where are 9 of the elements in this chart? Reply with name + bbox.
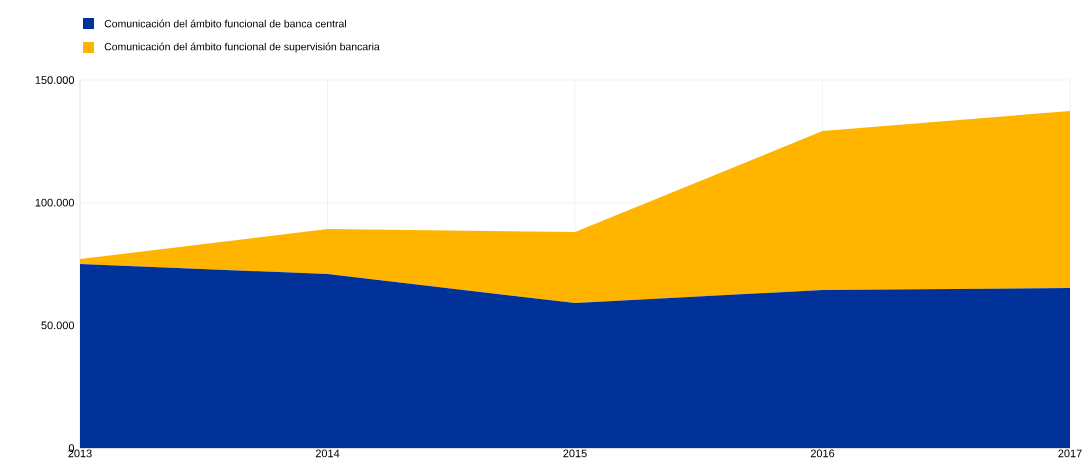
y-tick-label: 150.000 [35, 76, 75, 84]
legend-label: Comunicación del ámbito funcional de banca central [104, 19, 346, 28]
x-tick-label: 2016 [810, 449, 835, 458]
legend-label: Comunicación del ámbito funcional de supervisión bancaria [104, 42, 380, 53]
x-tick-label: 2014 [315, 449, 340, 458]
x-tick-label: 2015 [563, 449, 587, 458]
y-tick-label: 100.000 [35, 198, 75, 207]
x-tick-label: 2017 [1058, 449, 1082, 458]
y-tick-label: 50.000 [41, 321, 75, 330]
